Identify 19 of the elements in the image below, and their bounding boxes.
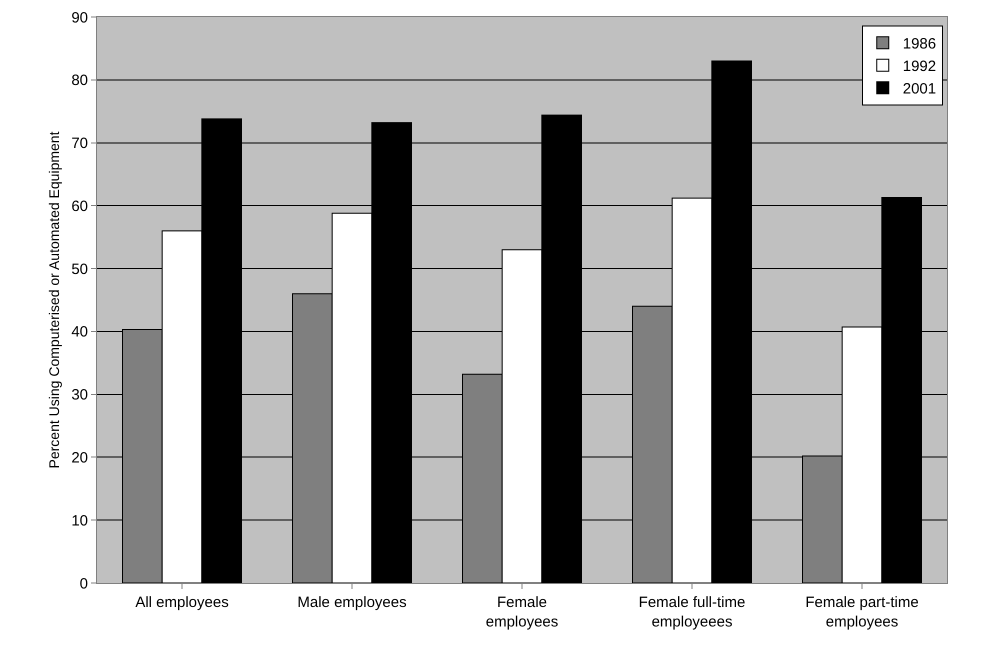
y-tick-label: 30 [71, 386, 88, 404]
legend-label: 1986 [902, 36, 936, 53]
x-tick-label: Female full-time employeees [638, 594, 746, 630]
y-tick-label: 60 [71, 198, 88, 215]
y-axis-title: Percent Using Computerised or Automated Equipment [46, 131, 62, 468]
x-tick-label: Female part-time employees [805, 594, 919, 630]
y-tick-label: 70 [71, 135, 88, 152]
y-tick-label: 10 [71, 512, 88, 530]
y-tick-label: 90 [71, 9, 88, 26]
x-tick-label: All employees [135, 594, 229, 611]
y-tick-label: 0 [80, 575, 88, 592]
legend-label: 2001 [902, 80, 936, 98]
legend-label: 1992 [902, 58, 936, 76]
y-tick-label: 40 [71, 324, 88, 341]
y-tick-label: 80 [71, 72, 88, 90]
y-tick-label: 50 [71, 260, 88, 278]
x-tick-label: Male employees [297, 594, 407, 611]
y-tick-label: 20 [71, 449, 88, 466]
x-tick-label: Female employees [486, 594, 558, 630]
